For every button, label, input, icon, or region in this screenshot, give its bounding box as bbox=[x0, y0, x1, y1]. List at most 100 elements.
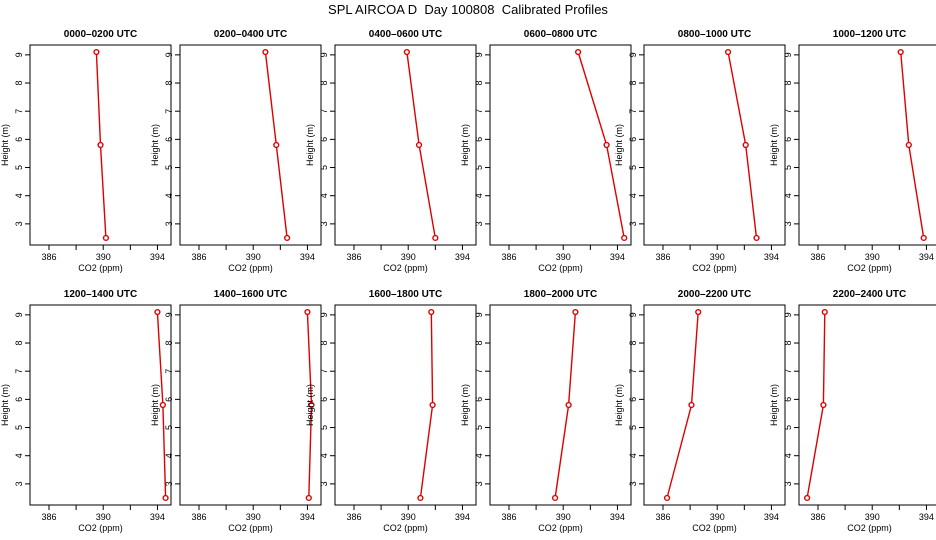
x-tick-label: 390 bbox=[96, 512, 111, 522]
x-tick-label: 390 bbox=[401, 252, 416, 262]
y-tick-label: 8 bbox=[474, 341, 484, 346]
panel-title: 1800–2000 UTC bbox=[524, 289, 597, 300]
y-tick-label: 5 bbox=[14, 425, 24, 430]
x-tick-label: 394 bbox=[150, 252, 165, 262]
y-axis-label: Height (m) bbox=[150, 124, 160, 166]
panel-title: 1000–1200 UTC bbox=[833, 29, 906, 40]
x-tick-label: 386 bbox=[346, 252, 361, 262]
plot-frame bbox=[489, 44, 632, 246]
y-tick-label: 9 bbox=[14, 312, 24, 317]
y-tick-label: 3 bbox=[628, 481, 638, 486]
y-tick-label: 5 bbox=[628, 165, 638, 170]
y-tick-label: 4 bbox=[14, 193, 24, 198]
data-point bbox=[159, 401, 166, 409]
y-tick-label: 6 bbox=[14, 137, 24, 142]
data-point bbox=[551, 494, 559, 502]
y-tick-label: 3 bbox=[319, 221, 329, 226]
y-tick-label: 9 bbox=[319, 312, 329, 317]
data-point bbox=[308, 401, 315, 409]
y-tick-label: 4 bbox=[319, 193, 329, 198]
y-tick-label: 3 bbox=[319, 481, 329, 486]
y-tick-label: 8 bbox=[14, 341, 24, 346]
x-tick-label: 394 bbox=[919, 512, 934, 522]
y-tick-label: 4 bbox=[628, 453, 638, 458]
x-tick-label: 390 bbox=[246, 512, 261, 522]
x-axis-label: CO2 (ppm) bbox=[538, 523, 583, 533]
x-tick-label: 386 bbox=[191, 252, 206, 262]
y-tick-label: 5 bbox=[474, 165, 484, 170]
y-tick-label: 9 bbox=[783, 52, 793, 57]
y-tick-label: 5 bbox=[319, 165, 329, 170]
y-tick-label: 5 bbox=[164, 425, 174, 430]
y-tick-label: 5 bbox=[319, 425, 329, 430]
plot-frame bbox=[29, 44, 172, 246]
data-point bbox=[97, 141, 104, 149]
data-point bbox=[742, 141, 749, 149]
x-tick-label: 394 bbox=[455, 512, 470, 522]
data-point bbox=[102, 234, 110, 242]
data-point bbox=[621, 234, 628, 242]
y-tick-label: 4 bbox=[783, 453, 793, 458]
data-point bbox=[162, 494, 169, 502]
panel-9: 1800–2000 UTC 386 390 394 CO2 (ppm) 3 4 5 6 7 8 9 He… bbox=[460, 289, 632, 533]
y-tick-label: 7 bbox=[319, 109, 329, 114]
x-axis-label: CO2 (ppm) bbox=[692, 263, 737, 273]
y-tick-label: 9 bbox=[783, 312, 793, 317]
y-tick-label: 5 bbox=[14, 165, 24, 170]
y-axis-label: Height (m) bbox=[0, 124, 10, 166]
data-point bbox=[575, 48, 582, 56]
x-tick-label: 390 bbox=[710, 512, 725, 522]
y-tick-label: 3 bbox=[474, 221, 484, 226]
data-point bbox=[603, 141, 610, 149]
data-point bbox=[804, 494, 811, 502]
x-axis-label: CO2 (ppm) bbox=[538, 263, 583, 273]
y-axis-label: Height (m) bbox=[150, 384, 160, 426]
x-axis-label: CO2 (ppm) bbox=[383, 523, 428, 533]
y-tick-label: 9 bbox=[628, 312, 638, 317]
chart-main-title: SPL AIRCOA D Day 100808 Calibrated Profi… bbox=[328, 2, 608, 17]
x-tick-label: 386 bbox=[655, 252, 670, 262]
y-tick-label: 6 bbox=[474, 397, 484, 402]
y-tick-label: 4 bbox=[164, 453, 174, 458]
y-tick-label: 6 bbox=[319, 397, 329, 402]
y-tick-label: 8 bbox=[783, 341, 793, 346]
x-tick-label: 390 bbox=[556, 252, 571, 262]
y-tick-label: 7 bbox=[14, 369, 24, 374]
y-tick-label: 9 bbox=[474, 52, 484, 57]
data-point bbox=[920, 234, 927, 242]
panel-8: 1600–1800 UTC 386 390 394 CO2 (ppm) 3 4 5 6 7 8 9 He… bbox=[305, 289, 477, 533]
panel-title: 0400–0600 UTC bbox=[369, 29, 442, 40]
data-point bbox=[432, 234, 439, 242]
data-point bbox=[753, 234, 760, 242]
y-tick-label: 6 bbox=[628, 137, 638, 142]
plot-frame bbox=[643, 304, 786, 506]
y-axis-label: Height (m) bbox=[769, 384, 779, 426]
plot-frame bbox=[798, 304, 936, 506]
panel-3: 0600–0800 UTC 386 390 394 CO2 (ppm) 3 4 5 6 7 8 9 He… bbox=[460, 29, 632, 273]
y-tick-label: 3 bbox=[14, 481, 24, 486]
y-tick-label: 4 bbox=[474, 193, 484, 198]
x-tick-label: 394 bbox=[300, 252, 315, 262]
panel-10: 2000–2200 UTC 386 390 394 CO2 (ppm) 3 4 5 6 7 8 9 He… bbox=[614, 289, 786, 533]
y-axis-label: Height (m) bbox=[305, 384, 315, 426]
y-tick-label: 6 bbox=[783, 397, 793, 402]
data-point bbox=[403, 48, 410, 56]
y-tick-label: 7 bbox=[164, 369, 174, 374]
y-tick-label: 7 bbox=[14, 109, 24, 114]
y-tick-label: 5 bbox=[164, 165, 174, 170]
plot-frame bbox=[334, 304, 477, 506]
plot-frame bbox=[489, 304, 632, 506]
y-tick-label: 9 bbox=[164, 312, 174, 317]
y-tick-label: 3 bbox=[474, 481, 484, 486]
y-tick-label: 3 bbox=[783, 481, 793, 486]
y-tick-label: 7 bbox=[474, 109, 484, 114]
y-tick-label: 4 bbox=[164, 193, 174, 198]
data-point bbox=[284, 234, 291, 242]
y-tick-label: 4 bbox=[628, 193, 638, 198]
x-tick-label: 386 bbox=[41, 252, 56, 262]
y-tick-label: 5 bbox=[783, 425, 793, 430]
y-tick-label: 7 bbox=[783, 109, 793, 114]
y-tick-label: 8 bbox=[783, 81, 793, 86]
plot-frame bbox=[29, 304, 172, 506]
